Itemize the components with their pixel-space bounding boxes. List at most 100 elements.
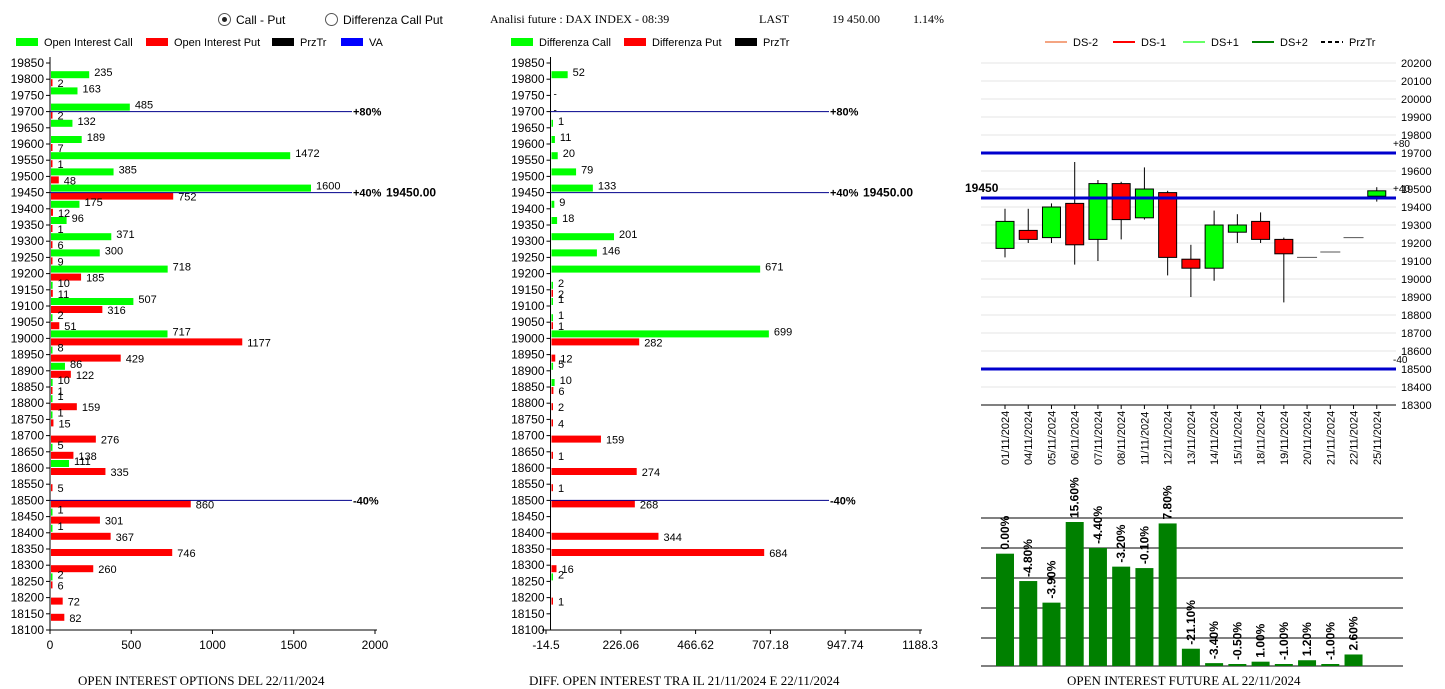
strike-label: 19250: [511, 250, 545, 264]
call-value-label: 111: [74, 456, 91, 468]
last-change: 1.14%: [913, 12, 944, 26]
call-bar: [51, 573, 53, 581]
future-oi-value-label: 0.00%: [998, 515, 1012, 549]
call-value-label: 163: [82, 83, 100, 95]
put-bar: [551, 419, 554, 427]
future-oi-bar: [1042, 602, 1061, 666]
radio-diff-label: Differenza Call Put: [343, 13, 443, 27]
x-tick-label: 466.62: [677, 638, 714, 652]
date-label: 21/11/2024: [1325, 411, 1337, 465]
future-oi-bar: [1321, 664, 1340, 666]
put-value-label: 4: [558, 418, 564, 430]
put-bar: [51, 160, 53, 168]
strike-label: 18500: [11, 493, 45, 507]
date-label: 07/11/2024: [1093, 411, 1105, 465]
put-bar: [51, 484, 53, 492]
call-bar: [551, 217, 558, 224]
call-bar: [51, 314, 53, 322]
strike-label: 18650: [511, 445, 545, 459]
future-oi-value-label: -3.20%: [1114, 524, 1128, 562]
future-oi-bar: [1135, 568, 1154, 666]
y-tick-label: 18900: [1401, 292, 1432, 304]
call-value-label: 11: [560, 132, 571, 144]
strike-label: 19850: [511, 56, 545, 70]
threshold-label-2: -40%: [830, 495, 856, 507]
future-oi-value-label: -1.00%: [1323, 622, 1337, 660]
put-value-label: 9: [58, 256, 64, 268]
put-bar: [51, 435, 96, 443]
strike-label: 19850: [11, 56, 45, 70]
put-value-label: 5: [58, 483, 64, 495]
call-value-label: 1: [58, 407, 64, 419]
call-bar: [551, 152, 558, 160]
strike-label: 18750: [511, 412, 545, 426]
put-value-label: 274: [642, 467, 660, 479]
candle-body: [1204, 224, 1224, 269]
call-value-label: 1600: [316, 181, 340, 193]
call-value-label: 10: [58, 278, 70, 290]
candle-body: [1041, 206, 1061, 239]
future-oi-value-label: 2.60%: [1347, 616, 1361, 650]
put-bar: [51, 387, 53, 394]
candle-body: [1088, 183, 1108, 240]
call-bar: [51, 152, 291, 160]
strike-label: 18250: [511, 574, 545, 588]
candle-body: [1251, 220, 1271, 240]
strike-label: 18700: [511, 429, 545, 443]
radio-selected-icon[interactable]: [218, 13, 231, 26]
strike-label: 19650: [511, 121, 545, 135]
strike-label: 19550: [11, 153, 45, 167]
strike-label: 19400: [511, 202, 545, 216]
strike-label: 19600: [11, 137, 45, 151]
x-tick-label: 947.74: [827, 638, 864, 652]
legend-label-2: DS+1: [1211, 37, 1239, 49]
put-value-label: 1: [558, 597, 564, 609]
call-bar: [551, 136, 555, 143]
y-tick-label: 19000: [1401, 274, 1432, 286]
y-tick-label: 19700: [1401, 148, 1432, 160]
put-value-label: 301: [105, 516, 123, 528]
strike-label: 19550: [511, 153, 545, 167]
date-label: 08/11/2024: [1116, 411, 1128, 465]
future-oi-bar: [1065, 522, 1084, 666]
radio-diff-call-put[interactable]: Differenza Call Put: [325, 13, 443, 27]
put-bar: [51, 111, 53, 119]
put-value-label: 185: [86, 273, 104, 285]
put-bar: [51, 516, 100, 524]
call-bar: [51, 217, 67, 224]
call-value-label: 86: [70, 359, 82, 371]
strike-label: 19400: [11, 202, 45, 216]
radio-call-put[interactable]: Call - Put: [218, 13, 285, 27]
strike-label: 19800: [511, 72, 545, 86]
caption-right: OPEN INTEREST FUTURE AL 22/11/2024: [1067, 673, 1301, 688]
radio-unselected-icon[interactable]: [325, 13, 338, 26]
put-value-label: 1: [58, 159, 64, 171]
future-oi-bar: [1274, 664, 1293, 666]
future-oi-bar-chart: 0.00% -4.80% -3.90% 15.60% -4.40% -3.20% -0.10…: [981, 477, 1403, 667]
call-bar: [551, 330, 769, 338]
put-value-label: 367: [116, 532, 134, 544]
call-value-label: 2: [58, 569, 64, 581]
strike-label: 18950: [511, 348, 545, 362]
legend-label-3: VA: [369, 37, 384, 49]
call-value-label: 146: [602, 245, 620, 257]
strike-label: 19150: [11, 283, 45, 297]
call-value-label: 1: [558, 310, 564, 322]
strike-label: 18400: [511, 526, 545, 540]
call-bar: [51, 330, 168, 338]
legend-swatch-0: [511, 38, 533, 46]
y-tick-label: 20000: [1401, 94, 1432, 106]
put-bar: [51, 241, 53, 249]
call-value-label: 5: [558, 359, 564, 371]
call-bar: [51, 87, 78, 95]
candle-body: [1227, 224, 1247, 233]
call-value-label: 133: [598, 181, 616, 193]
call-value-label: 2: [558, 278, 564, 290]
candle-body: [1134, 188, 1154, 219]
call-value-label: 385: [119, 164, 137, 176]
strike-label: 18850: [11, 380, 45, 394]
call-value-label: 52: [573, 67, 585, 79]
future-oi-value-label: 15.60%: [1068, 477, 1082, 518]
put-bar: [51, 613, 65, 621]
